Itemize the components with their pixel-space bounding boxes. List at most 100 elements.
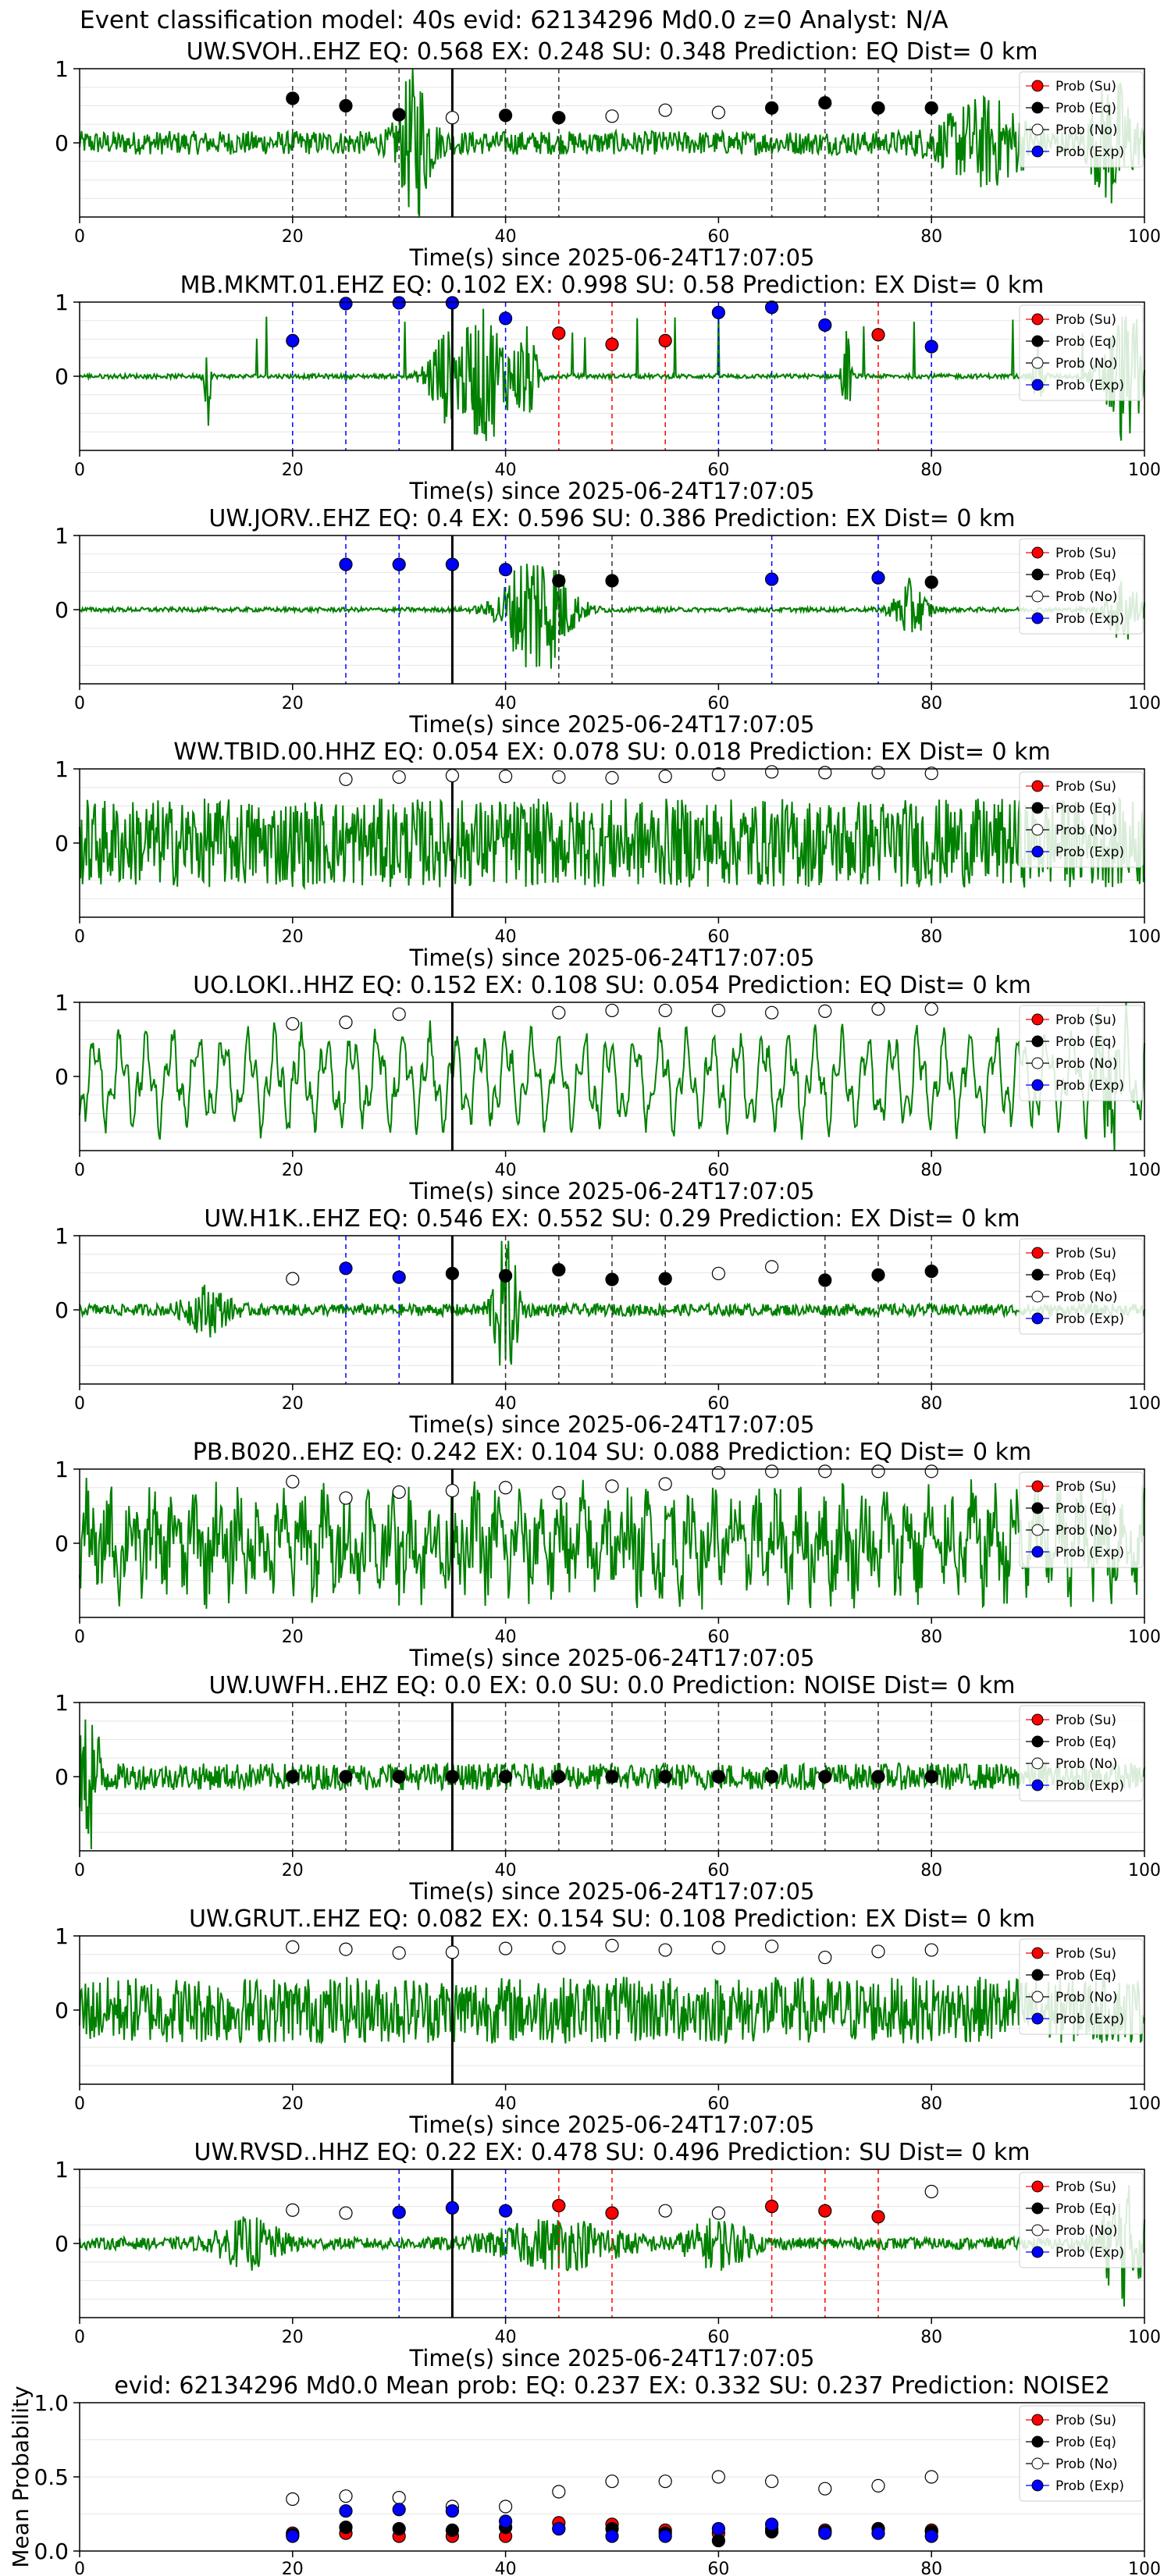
x-tick-label: 40: [495, 694, 517, 713]
station-panel-5: UO.LOKI..HHZ EQ: 0.152 EX: 0.108 SU: 0.0…: [55, 972, 1161, 1204]
probability-point-no: [658, 1943, 672, 1957]
probability-point-exp: [764, 301, 779, 315]
panel-title: UW.GRUT..EHZ EQ: 0.082 EX: 0.154 SU: 0.1…: [189, 1905, 1035, 1933]
figure-title: Event classification model: 40s evid: 62…: [80, 6, 949, 34]
legend-label-su: Prob (Su): [1055, 1479, 1116, 1495]
x-tick-label: 60: [707, 1394, 729, 1414]
probability-point-no: [764, 1464, 779, 1478]
legend-marker-eq: [1031, 568, 1044, 581]
mean-panel-title: evid: 62134296 Md0.0 Mean prob: EQ: 0.23…: [114, 2372, 1110, 2400]
legend-marker-su: [1031, 1013, 1044, 1026]
legend-label-su: Prob (Su): [1055, 312, 1116, 328]
legend-label-exp: Prob (Exp): [1055, 2012, 1124, 2027]
station-panel-7: PB.B020..EHZ EQ: 0.242 EX: 0.104 SU: 0.0…: [55, 1439, 1161, 1671]
probability-point-no: [818, 1950, 832, 1965]
probability-point-exp: [392, 296, 406, 310]
legend-label-exp: Prob (Exp): [1055, 1545, 1124, 1560]
y-tick-label: 0: [55, 1998, 69, 2023]
y-tick-label: 0: [55, 2231, 69, 2257]
probability-point-no: [339, 772, 353, 786]
x-tick-label: 80: [920, 927, 942, 947]
y-tick-label: 0: [55, 597, 69, 623]
x-tick-label: 40: [495, 2328, 517, 2347]
legend-label-exp: Prob (Exp): [1055, 845, 1124, 860]
mean-point-exp: [764, 2517, 779, 2532]
legend-label-su: Prob (Su): [1055, 1246, 1116, 1261]
panel-title: MB.MKMT.01.EHZ EQ: 0.102 EX: 0.998 SU: 0…: [180, 272, 1045, 299]
legend-marker-eq: [1031, 2435, 1044, 2448]
probability-point-eq: [605, 574, 619, 588]
legend-label-exp: Prob (Exp): [1055, 378, 1124, 393]
x-tick-label: 40: [495, 1861, 517, 1880]
x-tick-label: 60: [707, 2094, 729, 2114]
legend-marker-su: [1031, 1713, 1044, 1726]
probability-point-eq: [498, 1770, 513, 1784]
x-tick-label: 80: [920, 1161, 942, 1180]
probability-point-no: [392, 1485, 406, 1500]
x-tick-label: 60: [707, 461, 729, 480]
y-tick-label: 0: [55, 130, 69, 156]
panel-title: UW.H1K..EHZ EQ: 0.546 EX: 0.552 SU: 0.29…: [204, 1205, 1020, 1233]
mean-point-eq: [711, 2534, 726, 2548]
probability-point-no: [445, 111, 460, 125]
probability-point-eq: [818, 1770, 832, 1784]
station-panel-4: WW.TBID.00.HHZ EQ: 0.054 EX: 0.078 SU: 0…: [55, 738, 1161, 971]
probability-point-eq: [392, 1770, 406, 1784]
legend-marker-no: [1031, 123, 1044, 136]
probability-point-no: [924, 767, 938, 781]
legend-marker-eq: [1031, 1969, 1044, 1981]
x-tick-label: 20: [282, 694, 304, 713]
probability-point-eq: [552, 1263, 566, 1277]
legend-marker-exp: [1031, 2012, 1044, 2025]
probability-point-exp: [498, 2204, 513, 2218]
probability-point-eq: [924, 1264, 938, 1279]
x-tick-label: 20: [282, 461, 304, 480]
legend-label-eq: Prob (Eq): [1055, 1735, 1116, 1750]
probability-point-eq: [286, 1770, 300, 1784]
legend-frame: [1019, 71, 1144, 168]
x-tick-label: 40: [495, 927, 517, 947]
legend-label-su: Prob (Su): [1055, 2413, 1116, 2428]
mean-point-no: [764, 2475, 779, 2489]
x-tick-label: 100: [1128, 2094, 1161, 2114]
probability-point-su: [871, 328, 885, 342]
x-axis-label: Time(s) since 2025-06-24T17:07:05: [409, 2112, 815, 2138]
probability-point-no: [924, 1943, 938, 1957]
legend-label-eq: Prob (Eq): [1055, 801, 1116, 817]
legend-label-su: Prob (Su): [1055, 1713, 1116, 1728]
panel-title: PB.B020..EHZ EQ: 0.242 EX: 0.104 SU: 0.0…: [193, 1439, 1032, 1466]
probability-point-exp: [498, 311, 513, 326]
waveform-trace: [79, 1976, 1145, 2045]
legend: Prob (Su) Prob (Eq) Prob (No) Prob (Exp): [1019, 771, 1144, 868]
mean-point-no: [286, 2492, 300, 2507]
mean-point-exp: [445, 2504, 460, 2518]
probability-point-eq: [818, 1273, 832, 1287]
probability-point-no: [711, 1466, 726, 1480]
waveform-trace: [79, 1002, 1145, 1151]
legend-frame: [1019, 771, 1144, 868]
probability-point-eq: [924, 101, 938, 115]
x-tick-label: 0: [74, 1161, 85, 1180]
x-tick-label: 100: [1128, 461, 1161, 480]
panel-title: UW.RVSD..HHZ EQ: 0.22 EX: 0.478 SU: 0.49…: [194, 2139, 1030, 2166]
legend-label-su: Prob (Su): [1055, 2179, 1116, 2195]
y-tick-label: 1: [55, 1223, 69, 1249]
y-tick-label: 0: [55, 1531, 69, 1557]
legend-label-no: Prob (No): [1055, 589, 1118, 605]
station-panel-9: UW.GRUT..EHZ EQ: 0.082 EX: 0.154 SU: 0.1…: [55, 1905, 1161, 2138]
probability-point-no: [871, 1944, 885, 1959]
y-tick-label: 1.0: [34, 2390, 69, 2416]
probability-point-no: [605, 109, 619, 123]
x-tick-label: 60: [707, 227, 729, 247]
legend-label-eq: Prob (Eq): [1055, 2435, 1116, 2450]
x-tick-label: 40: [495, 1161, 517, 1180]
mean-point-exp: [924, 2529, 938, 2543]
probability-point-su: [552, 2198, 566, 2213]
x-tick-label: 100: [1128, 694, 1161, 713]
probability-point-exp: [392, 1270, 406, 1284]
x-tick-label: 60: [707, 1861, 729, 1880]
x-tick-label: 40: [495, 461, 517, 480]
x-axis-label: Time(s) since 2025-06-24T17:07:05: [409, 1411, 815, 1438]
probability-point-no: [286, 1475, 300, 1489]
